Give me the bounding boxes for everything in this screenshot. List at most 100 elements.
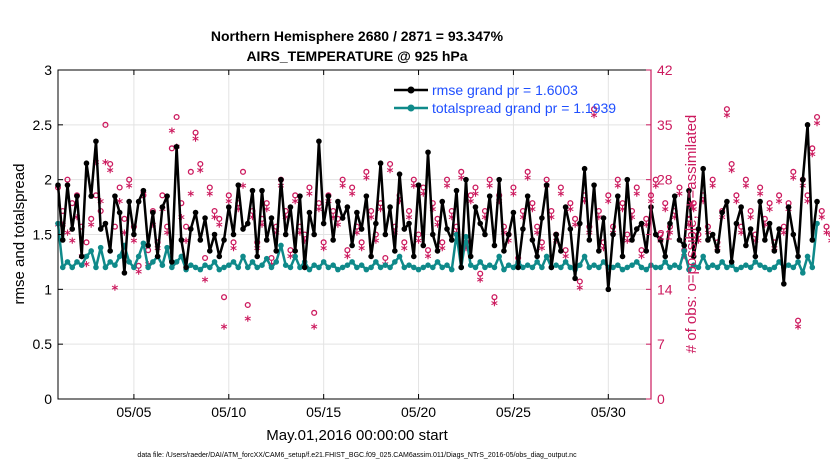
rmse-point	[69, 226, 76, 232]
rmse-point	[188, 226, 194, 232]
totalspread-point	[97, 244, 104, 251]
totalspread-point	[762, 264, 768, 271]
obs-possible-point	[662, 200, 669, 207]
totalspread-point	[681, 248, 688, 254]
totalspread-point	[297, 264, 303, 271]
totalspread-point	[401, 264, 408, 271]
totalspread-point	[577, 262, 583, 269]
totalspread-point	[771, 264, 778, 271]
obs-assimilated-point: *	[809, 150, 816, 165]
obs-possible-point	[472, 184, 479, 191]
obs-assimilated-point: *	[624, 236, 631, 251]
obs-assimilated-point: *	[667, 229, 674, 244]
obs-possible-point	[382, 254, 389, 262]
obs-assimilated-point: *	[553, 236, 560, 251]
x-tick-label: 05/10	[211, 404, 246, 420]
totalspread-point	[529, 264, 536, 271]
obs-possible-point	[306, 184, 313, 191]
obs-assimilated-point: *	[74, 213, 81, 228]
obs-assimilated-point: *	[686, 221, 693, 236]
data-layer: ****************************************…	[55, 106, 830, 338]
rmse-point	[183, 264, 189, 271]
totalspread-point	[543, 253, 550, 260]
rmse-point	[515, 264, 521, 271]
totalspread-point	[107, 259, 113, 265]
rmse-point	[263, 237, 270, 243]
y-tick-label-right: 35	[657, 117, 673, 133]
obs-assimilated-point: *	[524, 174, 531, 189]
obs-possible-point	[424, 247, 432, 254]
obs-assimilated-point: *	[633, 189, 640, 204]
obs-assimilated-point: *	[363, 174, 370, 189]
rmse-point	[159, 204, 166, 210]
totalspread-point	[145, 264, 151, 271]
totalspread-point	[411, 264, 417, 271]
totalspread-point	[505, 262, 512, 269]
y-tick-label: 3	[44, 62, 52, 78]
totalspread-point	[74, 259, 80, 265]
obs-assimilated-point: *	[757, 189, 764, 204]
obs-possible-point	[64, 176, 71, 183]
rmse-point	[719, 209, 725, 216]
obs-assimilated-point: *	[192, 135, 199, 150]
rmse-point	[64, 182, 71, 188]
rmse-point	[93, 138, 99, 145]
chart-title-line1: Northern Hemisphere 2680 / 2871 = 93.347…	[211, 28, 504, 44]
obs-possible-point	[766, 200, 773, 207]
obs-possible-point	[776, 192, 783, 199]
obs-possible-point	[813, 113, 821, 121]
rmse-point	[681, 242, 688, 249]
rmse-point	[154, 253, 161, 260]
obs-assimilated-point: *	[434, 221, 441, 236]
rmse-point	[591, 182, 597, 188]
rmse-point	[297, 193, 303, 199]
totalspread-point	[610, 264, 616, 271]
totalspread-point	[164, 244, 170, 251]
obs-assimilated-point: *	[638, 252, 645, 267]
rmse-point	[652, 231, 659, 238]
totalspread-point	[600, 259, 607, 265]
rmse-point	[804, 122, 811, 128]
y-tick-label-right: 42	[657, 62, 673, 78]
obs-assimilated-point: *	[349, 189, 356, 204]
rmse-point	[339, 215, 346, 221]
totalspread-point	[448, 266, 455, 273]
obs-assimilated-point: *	[130, 236, 137, 251]
obs-possible-point	[728, 160, 735, 168]
rmse-point	[458, 264, 465, 271]
rmse-point	[567, 226, 574, 232]
rmse-point	[78, 253, 85, 260]
rmse-point	[553, 231, 559, 238]
obs-possible-point	[83, 239, 90, 246]
y-tick-label-right: 28	[657, 172, 673, 188]
rmse-point	[529, 237, 536, 243]
rmse-point	[216, 253, 223, 260]
rmse-point	[273, 248, 280, 254]
rmse-point	[178, 237, 185, 243]
totalspread-point	[652, 264, 659, 271]
obs-possible-point	[225, 192, 232, 199]
obs-assimilated-point: *	[297, 229, 304, 244]
obs-assimilated-point: *	[69, 236, 76, 251]
totalspread-point	[273, 259, 280, 265]
totalspread-point	[311, 262, 317, 269]
rmse-point	[472, 204, 479, 210]
obs-assimilated-point: *	[259, 221, 266, 236]
obs-possible-point	[572, 215, 579, 222]
totalspread-point	[776, 259, 782, 265]
rmse-point	[505, 231, 512, 238]
totalspread-point	[534, 259, 540, 265]
rmse-point	[638, 220, 645, 227]
rmse-point	[790, 231, 797, 238]
totalspread-point	[116, 253, 123, 260]
obs-assimilated-point: *	[690, 205, 697, 220]
obs-assimilated-point: *	[733, 197, 740, 212]
totalspread-point	[396, 253, 403, 260]
totalspread-point	[93, 264, 99, 271]
totalspread-point	[567, 264, 574, 271]
totalspread-point	[320, 259, 327, 265]
totalspread-point	[496, 253, 502, 260]
totalspread-point	[719, 259, 725, 265]
obs-assimilated-point: *	[814, 119, 821, 134]
